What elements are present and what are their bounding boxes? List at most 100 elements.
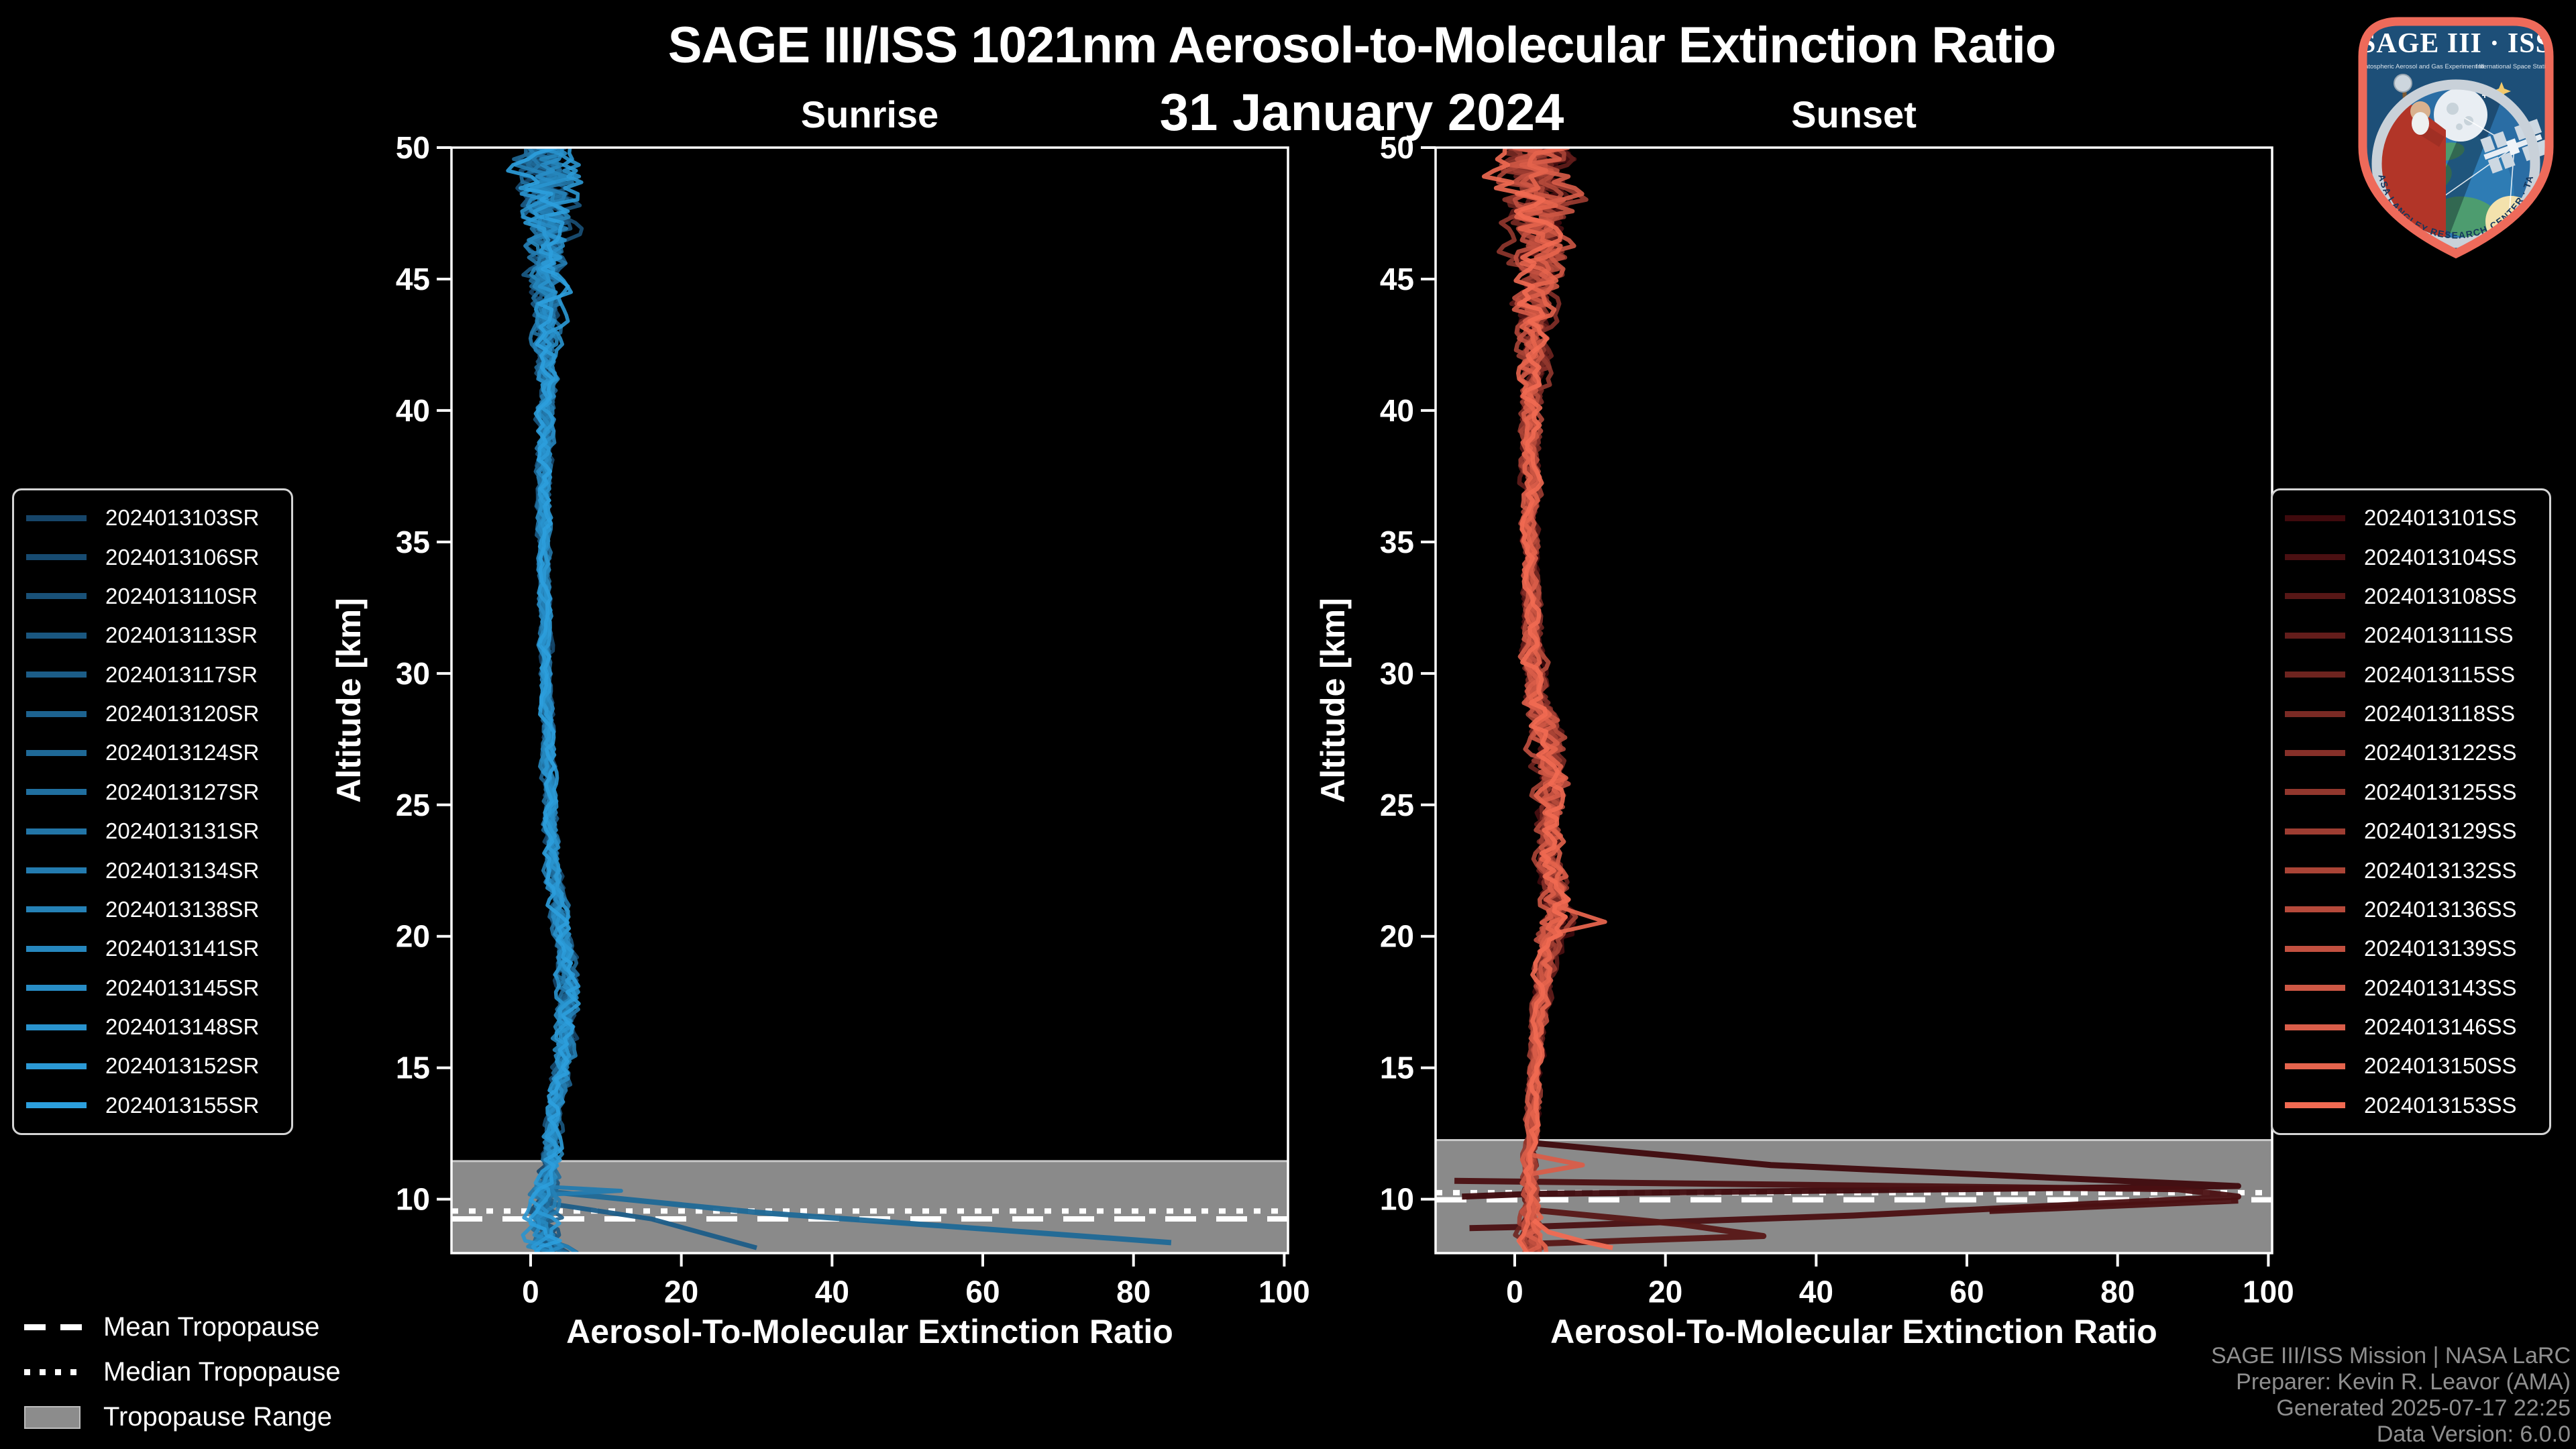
legend-event-label: 2024013148SR: [105, 1014, 260, 1040]
sunrise-x-tick-label: 20: [664, 1275, 698, 1309]
legend-line-swatch: [26, 710, 87, 717]
legend-line-swatch: [26, 789, 87, 796]
legend-event-label: 2024013127SR: [105, 779, 260, 804]
legend-event-label: 2024013122SS: [2364, 740, 2517, 765]
legend-line-swatch: [2285, 672, 2345, 678]
legend-event-label: 2024013113SR: [105, 623, 258, 648]
legend-event-label: 2024013136SS: [2364, 896, 2517, 922]
legend-item: 2024013134SR: [14, 852, 291, 889]
legend-item: 2024013103SR: [14, 500, 291, 537]
legend-sunrise: 2024013103SR 2024013106SR 2024013110SR 2024…: [12, 488, 293, 1135]
legend-event-label: 2024013106SR: [105, 544, 260, 570]
legend-line-swatch: [26, 985, 87, 991]
legend-item: 2024013108SS: [2273, 578, 2549, 614]
sunset-spike-feature: [1529, 1152, 1585, 1177]
legend-item: 2024013155SR: [14, 1087, 291, 1124]
sunrise-spike-feature: [534, 1184, 623, 1197]
sunrise-plot-border: [450, 146, 1289, 1254]
legend-item: 2024013138SR: [14, 891, 291, 928]
sunrise-x-tick-label: 40: [815, 1275, 849, 1309]
legend-item: 2024013136SS: [2273, 891, 2549, 928]
sunset-spike-feature: [1529, 1206, 1767, 1247]
logo-subtitle-left: Stratospheric Aerosol and Gas Experiment…: [2357, 63, 2484, 70]
legend-item: 2024013104SS: [2273, 539, 2549, 576]
legend-event-label: 2024013117SR: [105, 661, 258, 687]
sunrise-y-tick-label: 40: [396, 393, 430, 428]
legend-item: 2024013111SS: [2273, 617, 2549, 654]
legend-event-label: 2024013139SS: [2364, 936, 2517, 961]
sunset-y-tick-label: 15: [1380, 1051, 1414, 1085]
sunrise-profile-2024013155SR: [506, 148, 581, 1253]
sunrise-y-tick-label: 20: [396, 919, 430, 954]
sunrise-panel-title: Sunrise: [801, 93, 938, 136]
legend-item: 2024013132SS: [2273, 852, 2549, 889]
legend-line-swatch: [26, 749, 87, 756]
sunrise-y-tick-label: 25: [396, 788, 430, 822]
legend-line-swatch: [2285, 906, 2345, 913]
legend-line-swatch: [26, 515, 87, 521]
legend-line-swatch: [2285, 828, 2345, 835]
sunset-spike-feature: [1989, 1197, 2239, 1214]
credit-line: SAGE III/ISS Mission | NASA LaRC: [2210, 1343, 2571, 1368]
legend-event-label: 2024013131SR: [105, 818, 260, 844]
legend-item: 2024013122SS: [2273, 735, 2549, 771]
legend-item: 2024013127SR: [14, 773, 291, 810]
credit-line: Preparer: Kevin R. Leavor (AMA): [2236, 1369, 2571, 1395]
legend-line-swatch: [26, 554, 87, 561]
sunrise-y-tick-label: 15: [396, 1051, 430, 1085]
sunset-y-tick-label: 45: [1380, 262, 1414, 297]
legend-event-label: 2024013134SR: [105, 857, 260, 883]
legend-line-swatch: [26, 945, 87, 952]
page-title: SAGE III/ISS 1021nm Aerosol-to-Molecular…: [667, 17, 2057, 74]
sunrise-y-tick-label: 35: [396, 525, 430, 559]
sunrise-y-tick-label: 45: [396, 262, 430, 297]
sunrise-plot-area: [451, 148, 1288, 1253]
logo-ring: [2371, 79, 2540, 248]
sunset-x-tick-label: 0: [1506, 1275, 1523, 1309]
sunset-spike-feature: [1462, 1139, 2241, 1200]
legend-line-swatch: [2285, 1024, 2345, 1030]
sunrise-x-tick-label: 80: [1116, 1275, 1150, 1309]
sunset-x-tick-label: 100: [2243, 1275, 2294, 1309]
legend-event-label: 2024013150SS: [2364, 1053, 2517, 1079]
legend-line-swatch: [2285, 945, 2345, 952]
sunset-y-tick-label: 25: [1380, 788, 1414, 822]
sunset-y-tick-label: 35: [1380, 525, 1414, 559]
logo-title: SAGE III · ISS: [2360, 28, 2552, 59]
legend-item: 2024013150SS: [2273, 1048, 2549, 1085]
legend-item: 2024013113SR: [14, 617, 291, 654]
legend-event-label: 2024013115SS: [2364, 661, 2516, 687]
legend-event-label: 2024013111SS: [2364, 623, 2514, 648]
legend-item: 2024013146SS: [2273, 1009, 2549, 1046]
sunset-profile-2024013153SS: [1481, 148, 1571, 1253]
mean-tropopause-legend-item: Mean Tropopause: [24, 1312, 341, 1342]
legend-item: 2024013117SR: [14, 656, 291, 693]
legend-event-label: 2024013143SS: [2364, 975, 2517, 1000]
legend-item: 2024013110SR: [14, 578, 291, 614]
median-tropopause-label: Median Tropopause: [103, 1357, 341, 1387]
median-tropopause-legend-item: Median Tropopause: [24, 1357, 341, 1387]
legend-event-label: 2024013138SR: [105, 896, 260, 922]
sunset-spike-feature: [1532, 1218, 1613, 1250]
sunset-y-tick-label: 20: [1380, 919, 1414, 954]
legend-sunset: 2024013101SS 2024013104SS 2024013108SS 2024…: [2271, 488, 2551, 1135]
legend-event-label: 2024013101SS: [2364, 505, 2517, 531]
legend-line-swatch: [2285, 749, 2345, 756]
sunrise-x-axis-label: Aerosol-To-Molecular Extinction Ratio: [566, 1313, 1173, 1350]
legend-line-swatch: [2285, 789, 2345, 796]
sunrise-x-tick-label: 100: [1258, 1275, 1310, 1309]
legend-item: 2024013120SR: [14, 696, 291, 733]
legend-item: 2024013153SS: [2273, 1087, 2549, 1124]
sunset-panel-title: Sunset: [1791, 93, 1917, 136]
logo-subtitle-right: International Space Station: [2476, 63, 2553, 70]
sunrise-axes: 0 20 40 60 80 100 50 45 40 35 30 25 20 15 10: [396, 130, 1310, 1309]
legend-event-label: 2024013152SR: [105, 1053, 260, 1079]
legend-line-swatch: [26, 906, 87, 913]
dashed-line-swatch: [24, 1324, 83, 1330]
tropopause-legend: Mean Tropopause Median Tropopause Tropop…: [24, 1312, 341, 1432]
legend-item: 2024013145SR: [14, 969, 291, 1006]
legend-line-swatch: [26, 1024, 87, 1030]
legend-line-swatch: [2285, 867, 2345, 874]
